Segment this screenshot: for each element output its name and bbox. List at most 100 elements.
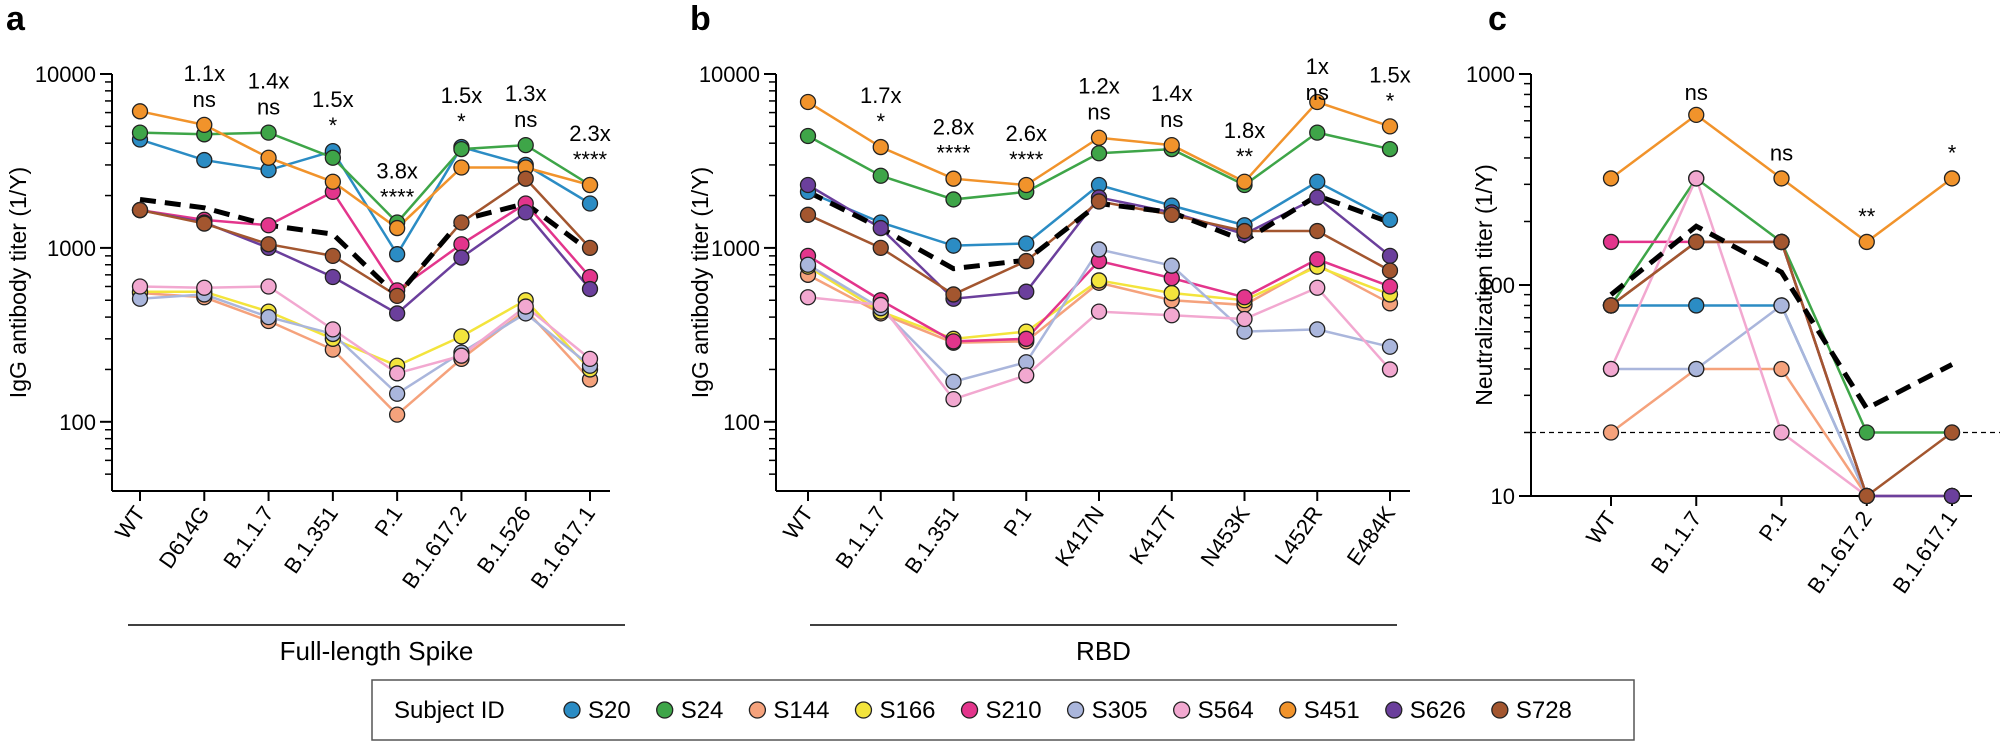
- y-tick-label: 1000: [47, 236, 96, 261]
- significance-label: ns: [1087, 100, 1110, 125]
- legend-marker: [1173, 701, 1191, 719]
- data-point: [1163, 206, 1180, 223]
- data-point: [581, 176, 599, 194]
- data-point: [945, 286, 962, 303]
- data-point: [453, 214, 470, 231]
- fold-change-label: 1.2x: [1078, 74, 1120, 99]
- significance-label: *: [1386, 88, 1395, 113]
- data-point: [1309, 321, 1326, 338]
- legend-marker: [656, 701, 674, 719]
- data-point: [872, 138, 889, 156]
- data-point: [1236, 222, 1253, 240]
- y-axis-title: IgG antibody titer (1/Y): [687, 167, 713, 398]
- data-point: [1236, 173, 1253, 190]
- data-point: [453, 140, 470, 158]
- x-tick-label: E484K: [1342, 501, 1401, 570]
- data-point: [324, 173, 342, 190]
- data-point: [1773, 170, 1790, 187]
- data-point: [799, 256, 817, 273]
- x-tick-label: K417N: [1050, 502, 1109, 571]
- data-point: [388, 246, 406, 263]
- data-point: [1602, 297, 1620, 314]
- data-point: [388, 219, 406, 237]
- series-line: [139, 131, 591, 225]
- data-point: [388, 365, 406, 382]
- significance-label: **: [1236, 144, 1254, 169]
- significance-label: *: [876, 109, 885, 134]
- data-point: [1163, 307, 1180, 324]
- series-line: [139, 177, 591, 298]
- legend-label: S20: [588, 697, 631, 724]
- y-tick-label: 10000: [699, 62, 760, 87]
- y-tick-label: 1000: [1466, 62, 1515, 87]
- series-line: [139, 138, 591, 257]
- data-point: [1688, 106, 1705, 124]
- x-tick-label: D614G: [154, 502, 214, 573]
- data-point: [1858, 424, 1875, 441]
- x-tick-label: B.1.1.7: [830, 502, 890, 573]
- data-point: [260, 308, 277, 326]
- data-point: [1236, 310, 1253, 328]
- data-point: [1090, 272, 1108, 289]
- data-point: [1381, 140, 1399, 158]
- data-point: [1773, 297, 1790, 314]
- fold-change-label: 1.5x: [441, 83, 483, 108]
- significance-label: *: [329, 113, 338, 138]
- data-point: [196, 151, 213, 169]
- data-point: [324, 247, 342, 265]
- legend-marker: [1491, 701, 1509, 719]
- fold-change-label: 1.7x: [860, 83, 902, 108]
- significance-label: ns: [1685, 80, 1708, 105]
- data-point: [945, 191, 962, 208]
- legend-label: S166: [879, 697, 935, 724]
- y-tick-label: 10: [1491, 484, 1515, 509]
- data-point: [945, 170, 962, 187]
- data-point: [324, 321, 342, 338]
- data-point: [1018, 235, 1035, 252]
- data-point: [517, 136, 534, 154]
- legend-marker: [854, 701, 873, 719]
- data-point: [581, 350, 599, 368]
- data-point: [388, 305, 406, 322]
- group-label: RBD: [1076, 636, 1131, 666]
- data-point: [131, 124, 149, 141]
- data-point: [453, 347, 470, 364]
- data-point: [1163, 284, 1180, 302]
- x-tick-label: B.1.351: [900, 502, 964, 578]
- legend-box: [371, 679, 1635, 741]
- data-point: [1018, 330, 1035, 347]
- y-tick-label: 100: [59, 410, 96, 435]
- x-tick-label: P.1: [1754, 507, 1792, 546]
- significance-label: *: [457, 109, 466, 134]
- fold-change-label: 1.4x: [248, 69, 290, 94]
- data-point: [388, 406, 406, 423]
- data-point: [1309, 251, 1326, 268]
- series-line: [1609, 174, 1952, 498]
- data-point: [1688, 297, 1705, 314]
- data-point: [324, 268, 342, 286]
- data-point: [131, 278, 149, 295]
- legend-label: S626: [1410, 697, 1466, 724]
- significance-label: ****: [936, 141, 971, 166]
- data-point: [1309, 124, 1326, 141]
- legend-marker: [1385, 701, 1403, 719]
- data-point: [799, 93, 817, 111]
- data-point: [945, 390, 962, 408]
- significance-label: ns: [193, 87, 216, 112]
- x-tick-label: B.1.617.1: [1888, 507, 1963, 598]
- x-tick-label: P.1: [369, 502, 407, 541]
- x-tick-label: B.1.1.7: [1646, 507, 1706, 578]
- data-point: [1163, 257, 1180, 274]
- data-point: [1090, 145, 1108, 162]
- data-point: [1943, 170, 1961, 187]
- x-tick-label: P.1: [999, 502, 1037, 541]
- significance-label: ns: [1770, 140, 1793, 165]
- data-point: [581, 195, 599, 212]
- significance-label: *: [1948, 140, 1957, 165]
- data-point: [1381, 211, 1399, 228]
- data-point: [1943, 487, 1961, 505]
- data-point: [872, 239, 889, 257]
- data-point: [945, 237, 962, 254]
- data-point: [388, 287, 406, 304]
